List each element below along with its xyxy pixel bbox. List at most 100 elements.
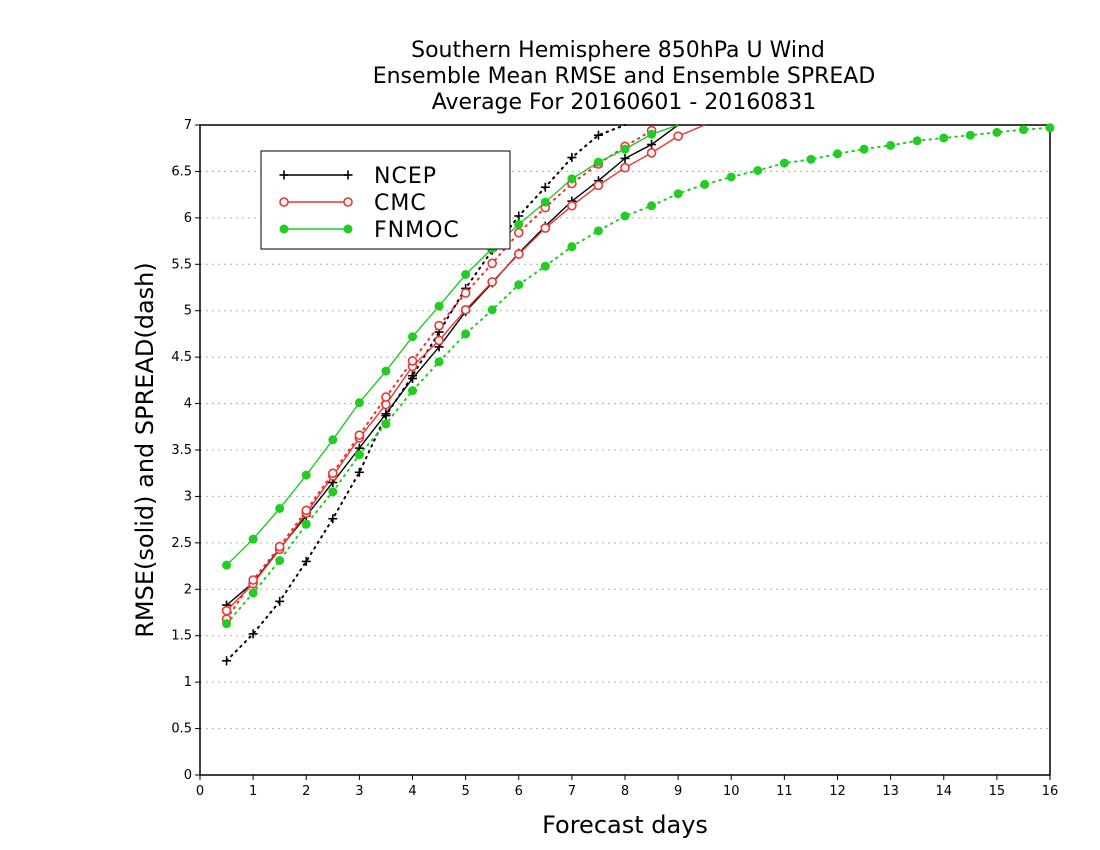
data-point [354,450,364,460]
legend-label: FNMOC [374,218,460,243]
y-tick-label: 0.5 [171,722,192,737]
data-point [912,136,922,146]
data-point [461,270,471,279]
y-tick-label: 6 [184,211,192,226]
data-point [274,541,285,552]
legend-marker [343,170,353,180]
data-point [381,411,391,421]
data-point [593,226,603,236]
data-point [593,157,603,167]
data-point [593,180,604,191]
y-tick-label: 4 [184,397,192,412]
data-point [487,277,497,287]
data-point [567,174,577,184]
legend-marker [279,224,289,234]
data-point [354,467,364,477]
data-point [673,189,683,199]
data-point [886,140,896,150]
x-tick-label: 1 [249,784,257,799]
x-tick-label: 6 [515,784,523,799]
data-point [726,172,736,182]
x-tick-label: 16 [1042,784,1059,799]
data-point [939,133,949,143]
data-point [221,605,232,616]
data-point [647,201,657,211]
data-point [620,153,630,163]
data-point [620,162,630,173]
y-tick-label: 6.5 [171,164,192,179]
x-tick-label: 4 [408,784,416,799]
data-point [540,261,550,271]
data-point [487,258,497,269]
legend-item: CMC [279,191,426,216]
data-point [248,534,258,544]
data-point [328,514,338,524]
data-point [487,305,497,315]
data-point [381,419,391,429]
y-tick-label: 1.5 [171,629,192,644]
data-point [514,211,524,221]
data-point [328,487,338,497]
x-tick-label: 8 [621,784,629,799]
title-line-1: Southern Hemisphere 850hPa U Wind [411,38,825,63]
x-tick-label: 7 [568,784,576,799]
y-tick-label: 3 [184,489,192,504]
x-tick-label: 3 [355,784,363,799]
y-tick-label: 4.5 [171,350,192,365]
title-line-3: Average For 20160601 - 20160831 [432,90,817,115]
marker-layer [221,123,1055,666]
x-tick-label: 12 [829,784,846,799]
data-point [514,280,524,290]
data-point [354,398,364,408]
data-point [222,560,232,570]
data-point [700,179,710,189]
data-point [647,140,657,149]
data-point [859,144,869,154]
data-point [779,158,789,168]
data-point [408,386,417,396]
data-point [646,148,657,158]
data-point [593,130,603,140]
data-point [301,519,311,529]
legend-marker [279,170,289,180]
y-tick-label: 5.5 [171,257,192,272]
data-point [328,468,338,479]
legend-item: FNMOC [279,218,460,243]
data-point [434,335,444,346]
data-point [513,227,524,238]
y-tick-label: 7 [184,118,192,133]
x-axis-label: Forecast days [542,811,708,839]
y-tick-label: 0 [184,768,192,783]
data-point [275,556,285,565]
series-line-5 [225,126,1051,625]
data-point [408,332,417,342]
data-point [275,596,285,606]
title-line-2: Ensemble Mean RMSE and Ensemble SPREAD [373,64,876,89]
data-point [248,588,258,598]
data-point [328,435,338,445]
y-tick-label: 2 [184,582,192,597]
data-point [992,127,1002,137]
data-point [301,505,312,516]
x-tick-label: 14 [935,784,952,799]
y-tick-label: 1 [184,675,192,690]
x-tick-label: 2 [302,784,310,799]
legend-marker [343,224,353,234]
x-tick-label: 11 [776,784,793,799]
axis-ticks: 00.511.522.533.544.555.566.570 1 2 3 4 5 6 7 8 9 1… [171,118,1058,799]
data-point [222,656,232,666]
data-point [567,153,577,162]
x-tick-label: 9 [674,784,682,799]
data-point [381,392,391,402]
data-point [513,249,524,259]
data-point [540,223,551,233]
data-point [354,430,365,440]
y-tick-label: 5 [184,304,192,319]
legend-item: NCEP [279,164,437,189]
data-point [434,357,444,367]
data-point [806,154,816,164]
series-line-4 [226,124,679,566]
data-point [753,166,763,175]
legend-label: NCEP [374,164,437,189]
data-point [620,144,630,154]
